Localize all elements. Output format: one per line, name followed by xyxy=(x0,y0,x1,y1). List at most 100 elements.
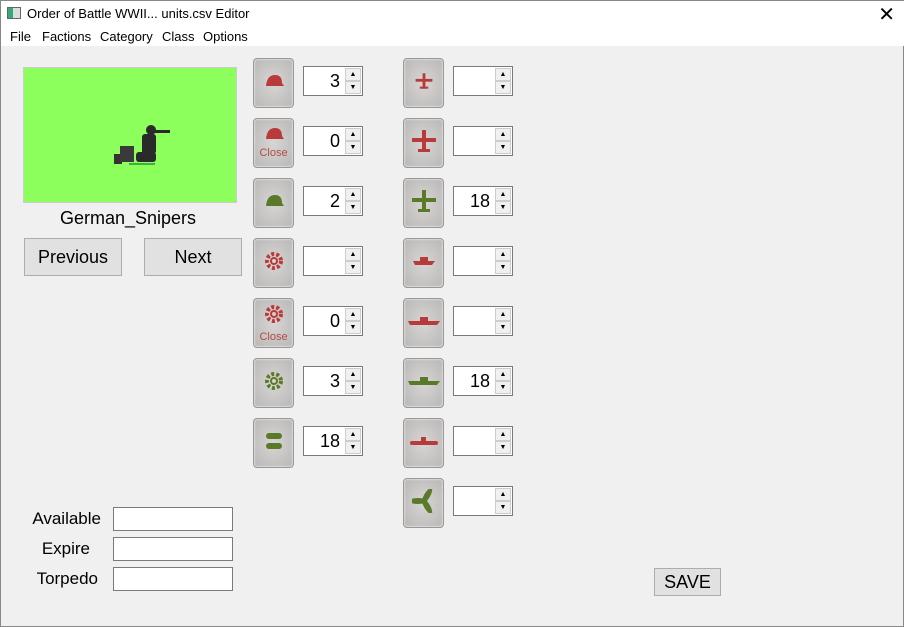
sniper-icon xyxy=(114,125,170,165)
torpedo-label: Torpedo xyxy=(36,569,98,588)
spin-up-icon[interactable]: ▲ xyxy=(495,248,511,261)
helmet-red-close-button[interactable]: Close xyxy=(253,118,294,168)
spinner-value[interactable]: 18 xyxy=(319,431,340,451)
spin-down-icon[interactable]: ▼ xyxy=(345,201,361,214)
value-spinner[interactable]: ▲ ▼ xyxy=(453,306,513,336)
submarine-red-icon xyxy=(407,434,441,453)
value-spinner[interactable]: 18 ▲ ▼ xyxy=(303,426,363,456)
spin-down-icon[interactable]: ▼ xyxy=(495,381,511,394)
spinner-value[interactable]: 2 xyxy=(329,191,340,211)
value-spinner[interactable]: 0 ▲ ▼ xyxy=(303,306,363,336)
menu-category[interactable]: Category xyxy=(100,29,153,44)
spin-up-icon[interactable]: ▲ xyxy=(345,428,361,441)
spin-down-icon[interactable]: ▼ xyxy=(345,141,361,154)
ship-small-red-button[interactable] xyxy=(403,238,444,288)
value-spinner[interactable]: 18 ▲ ▼ xyxy=(453,186,513,216)
spin-up-icon[interactable]: ▲ xyxy=(345,368,361,381)
spin-up-icon[interactable]: ▲ xyxy=(495,68,511,81)
menu-options[interactable]: Options xyxy=(203,29,248,44)
plane-green-icon xyxy=(411,189,437,218)
helmet-red-icon xyxy=(263,74,285,93)
spin-down-icon[interactable]: ▼ xyxy=(495,141,511,154)
ship-green-button[interactable] xyxy=(403,358,444,408)
expire-label: Expire xyxy=(41,539,90,558)
unit-picture xyxy=(23,67,237,203)
spin-up-icon[interactable]: ▲ xyxy=(345,188,361,201)
ship-red-button[interactable] xyxy=(403,298,444,348)
app-icon xyxy=(7,7,21,19)
spin-down-icon[interactable]: ▼ xyxy=(495,201,511,214)
next-button[interactable]: Next xyxy=(144,238,242,276)
value-spinner[interactable]: ▲ ▼ xyxy=(453,246,513,276)
spin-down-icon[interactable]: ▼ xyxy=(345,261,361,274)
spin-down-icon[interactable]: ▼ xyxy=(345,381,361,394)
helmet-red-button[interactable] xyxy=(253,58,294,108)
value-spinner[interactable]: 3 ▲ ▼ xyxy=(303,66,363,96)
torpedo-input[interactable] xyxy=(113,567,233,591)
spinner-value[interactable]: 18 xyxy=(469,371,490,391)
bombs-green-icon xyxy=(263,431,285,456)
gear-red-icon xyxy=(263,250,285,277)
bombs-green-button[interactable] xyxy=(253,418,294,468)
ship-small-red-icon xyxy=(407,254,441,273)
propeller-green-button[interactable] xyxy=(403,478,444,528)
gear-green-button[interactable] xyxy=(253,358,294,408)
available-input[interactable] xyxy=(113,507,233,531)
helmet-red-close-icon xyxy=(263,127,285,146)
gear-red-button[interactable] xyxy=(253,238,294,288)
save-button[interactable]: SAVE xyxy=(654,568,721,596)
plane-green-button[interactable] xyxy=(403,178,444,228)
plane-red-button[interactable] xyxy=(403,118,444,168)
spin-up-icon[interactable]: ▲ xyxy=(495,428,511,441)
close-label: Close xyxy=(259,331,288,343)
spinner-value[interactable]: 3 xyxy=(329,371,340,391)
spin-up-icon[interactable]: ▲ xyxy=(495,368,511,381)
spin-up-icon[interactable]: ▲ xyxy=(345,68,361,81)
helmet-green-button[interactable] xyxy=(253,178,294,228)
spinner-value[interactable]: 18 xyxy=(469,191,490,211)
value-spinner[interactable]: 3 ▲ ▼ xyxy=(303,366,363,396)
menu-factions[interactable]: Factions xyxy=(42,29,92,44)
close-button[interactable]: ✕ xyxy=(878,4,895,26)
menu-class[interactable]: Class xyxy=(162,29,195,44)
spinner-value[interactable]: 0 xyxy=(329,131,340,151)
spin-down-icon[interactable]: ▼ xyxy=(345,321,361,334)
spin-down-icon[interactable]: ▼ xyxy=(345,441,361,454)
value-spinner[interactable]: ▲ ▼ xyxy=(303,246,363,276)
spinner-value[interactable]: 0 xyxy=(329,311,340,331)
plane-small-red-button[interactable] xyxy=(403,58,444,108)
spin-up-icon[interactable]: ▲ xyxy=(495,488,511,501)
spin-up-icon[interactable]: ▲ xyxy=(345,308,361,321)
spinner-value[interactable]: 3 xyxy=(329,71,340,91)
value-spinner[interactable]: ▲ ▼ xyxy=(453,126,513,156)
spin-down-icon[interactable]: ▼ xyxy=(345,81,361,94)
value-spinner[interactable]: 18 ▲ ▼ xyxy=(453,366,513,396)
spin-up-icon[interactable]: ▲ xyxy=(495,128,511,141)
close-label: Close xyxy=(259,147,288,159)
value-spinner[interactable]: 2 ▲ ▼ xyxy=(303,186,363,216)
gear-red-close-icon xyxy=(263,303,285,330)
spin-up-icon[interactable]: ▲ xyxy=(345,248,361,261)
spin-down-icon[interactable]: ▼ xyxy=(495,261,511,274)
expire-input[interactable] xyxy=(113,537,233,561)
value-spinner[interactable]: ▲ ▼ xyxy=(453,426,513,456)
previous-button[interactable]: Previous xyxy=(24,238,122,276)
unit-name: German_Snipers xyxy=(59,208,197,228)
gear-red-close-button[interactable]: Close xyxy=(253,298,294,348)
submarine-red-button[interactable] xyxy=(403,418,444,468)
spin-down-icon[interactable]: ▼ xyxy=(495,441,511,454)
helmet-green-icon xyxy=(263,194,285,213)
available-label: Available xyxy=(32,509,101,528)
value-spinner[interactable]: 0 ▲ ▼ xyxy=(303,126,363,156)
value-spinner[interactable]: ▲ ▼ xyxy=(453,486,513,516)
value-spinner[interactable]: ▲ ▼ xyxy=(453,66,513,96)
title-bar: Order of Battle WWII... units.csv Editor… xyxy=(1,1,904,27)
spin-up-icon[interactable]: ▲ xyxy=(495,188,511,201)
spin-down-icon[interactable]: ▼ xyxy=(495,321,511,334)
menu-file[interactable]: File xyxy=(10,29,31,44)
spin-down-icon[interactable]: ▼ xyxy=(495,501,511,514)
spin-up-icon[interactable]: ▲ xyxy=(495,308,511,321)
spin-up-icon[interactable]: ▲ xyxy=(345,128,361,141)
spin-down-icon[interactable]: ▼ xyxy=(495,81,511,94)
plane-red-icon xyxy=(411,129,437,158)
